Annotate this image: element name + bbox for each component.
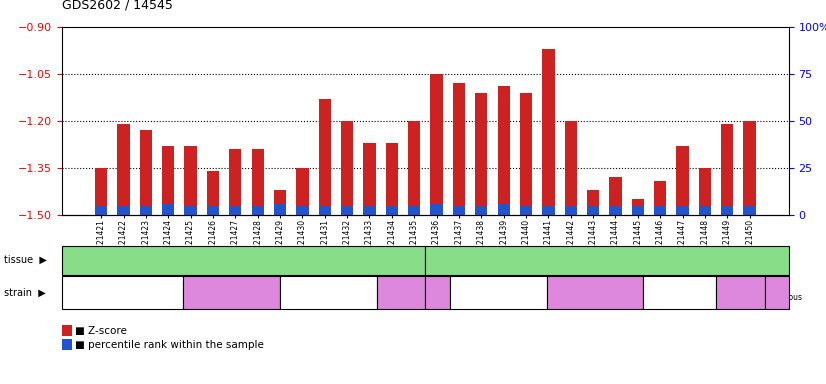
- Bar: [743, 206, 756, 215]
- Bar: [497, 86, 510, 215]
- Text: hippocampus: hippocampus: [570, 255, 644, 265]
- Bar: [721, 124, 733, 215]
- Text: cox-1 knockout: cox-1 knockout: [197, 288, 266, 297]
- Bar: [453, 83, 465, 215]
- Text: cerebral cortex: cerebral cortex: [202, 255, 286, 265]
- Bar: [632, 206, 644, 215]
- Bar: [430, 204, 443, 215]
- Text: cox-1 wild type: cox-1 wild type: [463, 288, 533, 297]
- Text: cox-2 knockout: cox-2 knockout: [367, 288, 435, 297]
- Bar: [520, 206, 532, 215]
- Bar: [162, 146, 174, 215]
- Text: GDS2602 / 14545: GDS2602 / 14545: [62, 0, 173, 12]
- Bar: [676, 206, 689, 215]
- Bar: [475, 206, 487, 215]
- Bar: [386, 143, 398, 215]
- Bar: [206, 171, 219, 215]
- Bar: [497, 204, 510, 215]
- Bar: [319, 206, 331, 215]
- Bar: [140, 206, 152, 215]
- Bar: [252, 149, 263, 215]
- Text: cox-1 knockout: cox-1 knockout: [561, 288, 629, 297]
- Bar: [408, 206, 420, 215]
- Bar: [565, 121, 577, 215]
- Bar: [610, 206, 622, 215]
- Bar: [274, 204, 286, 215]
- Bar: [676, 146, 689, 215]
- Text: cox-2 wild type: cox-2 wild type: [645, 288, 714, 297]
- Bar: [632, 199, 644, 215]
- Bar: [542, 206, 554, 215]
- Bar: [587, 190, 599, 215]
- Bar: [721, 206, 733, 215]
- Text: ■ percentile rank within the sample: ■ percentile rank within the sample: [75, 340, 264, 350]
- Bar: [699, 206, 711, 215]
- Bar: [184, 146, 197, 215]
- Bar: [206, 206, 219, 215]
- Bar: [542, 49, 554, 215]
- Bar: [319, 99, 331, 215]
- Text: strain  ▶: strain ▶: [4, 288, 46, 298]
- Bar: [229, 206, 241, 215]
- Bar: [297, 206, 309, 215]
- Bar: [95, 168, 107, 215]
- Bar: [140, 131, 152, 215]
- Text: cox-2
heterozygous: cox-2 heterozygous: [411, 283, 463, 303]
- Bar: [341, 206, 354, 215]
- Bar: [565, 206, 577, 215]
- Bar: [654, 180, 667, 215]
- Bar: [297, 168, 309, 215]
- Bar: [252, 206, 263, 215]
- Text: cox-2
heterozygous: cox-2 heterozygous: [751, 283, 803, 303]
- Bar: [520, 93, 532, 215]
- Bar: [162, 204, 174, 215]
- Bar: [229, 149, 241, 215]
- Bar: [363, 143, 376, 215]
- Bar: [363, 206, 376, 215]
- Text: cox-1 wild type: cox-1 wild type: [88, 288, 157, 297]
- Bar: [453, 206, 465, 215]
- Bar: [274, 190, 286, 215]
- Text: cox-2 knockout: cox-2 knockout: [706, 288, 775, 297]
- Bar: [475, 93, 487, 215]
- Bar: [743, 121, 756, 215]
- Bar: [117, 124, 130, 215]
- Bar: [386, 206, 398, 215]
- Text: cox-2 wild type: cox-2 wild type: [294, 288, 363, 297]
- Bar: [184, 206, 197, 215]
- Bar: [95, 206, 107, 215]
- Bar: [341, 121, 354, 215]
- Bar: [117, 206, 130, 215]
- Bar: [699, 168, 711, 215]
- Bar: [610, 177, 622, 215]
- Bar: [587, 206, 599, 215]
- Bar: [408, 121, 420, 215]
- Bar: [430, 74, 443, 215]
- Text: tissue  ▶: tissue ▶: [4, 255, 47, 265]
- Text: ■ Z-score: ■ Z-score: [75, 326, 127, 336]
- Bar: [654, 206, 667, 215]
